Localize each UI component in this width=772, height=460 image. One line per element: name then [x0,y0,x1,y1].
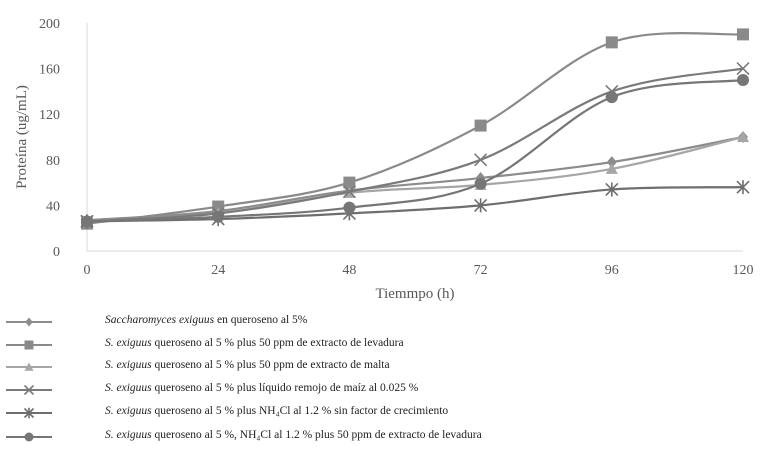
series-line [86,135,744,222]
square-marker [343,176,356,189]
triangle-marker [737,131,749,142]
legend-description: queroseno al 5 % plus NH₄Cl al 1.2 % sin… [151,405,449,417]
legend-item: S. exiguus queroseno al 5 % plus NH₄Cl a… [0,403,772,423]
legend-description: queroseno al 5 % plus líquido remojo de … [151,382,419,394]
legend-x-icon [6,384,52,396]
asterisk-marker [736,180,750,195]
legend-description: queroseno al 5 %, NH₄Cl al 1.2 % plus 50… [151,429,482,441]
legend-species-name: S. exiguus [105,337,152,349]
legend-item: S. exiguus queroseno al 5 %, NH₄Cl al 1.… [0,427,772,447]
x-axis-title: Tiemmpo (h) [375,286,454,302]
legend-description: en queroseno al 5% [214,314,308,326]
y-tick-label: 200 [39,17,60,32]
series-line [86,31,744,225]
x-marker [736,62,750,76]
square-marker [737,28,749,41]
x-tick-label: 48 [342,263,356,278]
diamond-marker [606,156,617,169]
legend-label: Saccharomyces exiguus en queroseno al 5% [105,314,307,326]
series-circle [81,74,749,228]
x-marker [23,384,35,396]
circle-marker [24,432,34,442]
y-tick-label: 0 [53,245,60,260]
series-line [86,186,744,223]
x-tick-label: 120 [733,263,754,278]
circle-marker [81,215,93,228]
x-tick-label: 24 [211,263,225,278]
legend-item: S. exiguus queroseno al 5 % plus 50 ppm … [0,335,772,355]
legend-item: S. exiguus queroseno al 5 % plus líquido… [0,380,772,400]
y-axis-title: Proteína (ug/mL) [14,85,30,189]
series-asterisk [80,180,750,229]
y-tick-label: 40 [46,199,60,214]
x-tick-label: 0 [84,263,91,278]
series-layer [80,28,750,230]
x-marker [474,153,488,167]
square-marker [24,340,34,350]
legend-square-icon [6,340,52,350]
circle-marker [343,201,356,214]
circle-marker [474,177,487,190]
line-chart: 0 40 80 120 160 200 0 24 48 72 96 120 Proteína (ug… [14,17,754,302]
legend-label: S. exiguus queroseno al 5 % plus NH₄Cl a… [105,405,448,417]
circle-marker [737,74,749,86]
x-axis: 0 24 48 72 96 120 [84,263,754,278]
circle-marker [605,91,618,104]
legend-description: queroseno al 5 % plus 50 ppm de extracto… [151,337,404,349]
legend-label: S. exiguus queroseno al 5 % plus 50 ppm … [105,337,404,349]
y-tick-label: 120 [39,108,60,123]
square-marker [605,36,618,49]
legend-diamond-icon [6,317,52,327]
legend-species-name: Saccharomyces exiguus [105,314,215,326]
legend-species-name: S. exiguus [105,382,152,394]
y-tick-label: 160 [39,63,60,78]
legend-species-name: S. exiguus [105,429,152,441]
legend-circle-icon [6,432,52,442]
legend-species-name: S. exiguus [105,359,152,371]
x-marker [342,185,356,199]
series-line [86,78,744,223]
asterisk-marker [474,198,488,213]
x-tick-label: 96 [605,263,619,278]
asterisk-marker [23,407,35,419]
legend-label: S. exiguus queroseno al 5 % plus 50 ppm … [105,359,390,371]
asterisk-marker [605,182,619,197]
legend-triangle-icon [6,362,52,371]
legend-label: S. exiguus queroseno al 5 % plus líquido… [105,382,418,394]
triangle-marker [24,362,34,371]
legend-description: queroseno al 5 % plus 50 ppm de extracto… [151,359,390,371]
legend-item: Saccharomyces exiguus en queroseno al 5% [0,312,772,332]
legend-item: S. exiguus queroseno al 5 % plus 50 ppm … [0,357,772,377]
series-line [86,67,744,223]
legend-species-name: S. exiguus [105,405,152,417]
circle-marker [212,210,225,223]
legend-asterisk-icon [6,407,52,419]
y-axis: 0 40 80 120 160 200 [39,17,60,260]
legend-label: S. exiguus queroseno al 5 %, NH₄Cl al 1.… [105,429,482,441]
y-tick-label: 80 [46,154,60,169]
series-square [81,28,749,230]
diamond-marker [25,317,33,327]
triangle-marker [605,162,618,174]
square-marker [474,119,487,132]
x-tick-label: 72 [474,263,488,278]
